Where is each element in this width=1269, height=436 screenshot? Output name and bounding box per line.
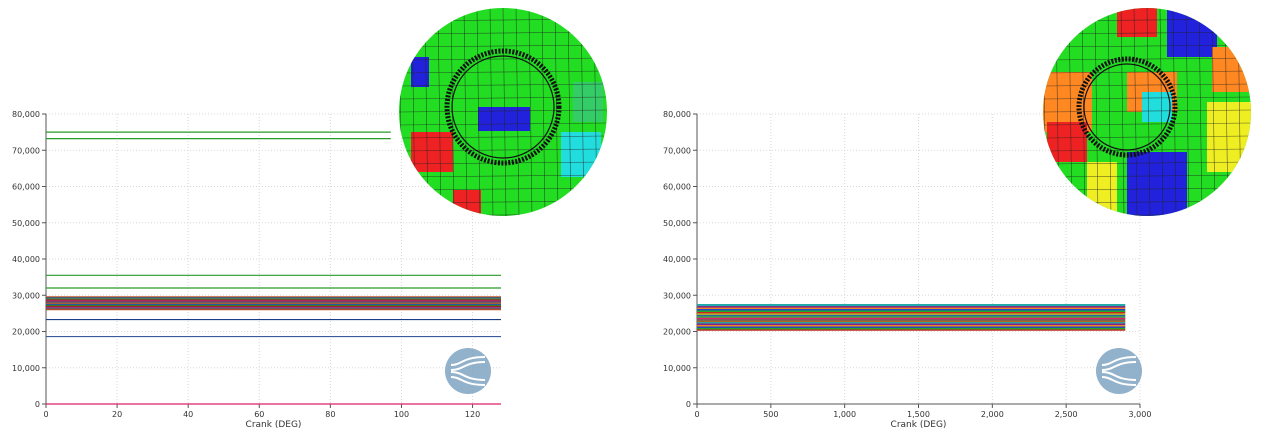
y-tick-label: 0 [35, 400, 40, 409]
x-tick-label: 60 [254, 410, 264, 419]
y-tick-label: 20,000 [663, 328, 691, 337]
x-axis-label: Crank (DEG) [246, 420, 302, 430]
y-tick-label: 50,000 [12, 219, 40, 228]
x-tick-label: 0 [43, 410, 48, 419]
line-chart-right: 0 10,000 20,000 30,000 40,000 50,000 60,000 70,… [663, 8, 1251, 430]
chart-panel-left: 0 10,000 20,000 30,000 40,000 50,000 60,000 70,… [12, 8, 607, 430]
y-tick-label: 70,000 [12, 146, 40, 155]
x-tick-label: 40 [183, 410, 193, 419]
x-tick-label: 2,500 [1055, 410, 1078, 419]
contour-heatmap-icon [399, 8, 607, 216]
y-tick-label: 10,000 [12, 364, 40, 373]
x-tick-label: 1,500 [907, 410, 930, 419]
x-tick-label: 3,000 [1129, 410, 1152, 419]
x-tick-label: 1,000 [833, 410, 856, 419]
y-tick-label: 40,000 [12, 255, 40, 264]
y-tick-label: 0 [686, 400, 691, 409]
y-tick-label: 60,000 [663, 183, 691, 192]
x-tick-label: 20 [112, 410, 122, 419]
y-tick-label: 10,000 [663, 364, 691, 373]
y-tick-label: 40,000 [663, 255, 691, 264]
x-tick-label: 100 [394, 410, 409, 419]
chart-panel-right: 0 10,000 20,000 30,000 40,000 50,000 60,000 70,… [640, 0, 1269, 436]
pipe-logo-icon [445, 348, 491, 394]
x-tick-label: 80 [325, 410, 335, 419]
x-tick-label: 2,000 [981, 410, 1004, 419]
y-tick-label: 60,000 [12, 183, 40, 192]
pipe-logo-icon [1096, 348, 1142, 394]
contour-heatmap-icon [1043, 8, 1251, 216]
y-tick-label: 80,000 [663, 110, 691, 119]
x-axis-label: Crank (DEG) [891, 420, 947, 430]
y-tick-label: 80,000 [12, 110, 40, 119]
y-tick-label: 20,000 [12, 328, 40, 337]
y-tick-label: 30,000 [12, 291, 40, 300]
y-tick-label: 30,000 [663, 291, 691, 300]
x-tick-label: 120 [465, 410, 480, 419]
y-tick-label: 50,000 [663, 219, 691, 228]
line-chart-left: 0 10,000 20,000 30,000 40,000 50,000 60,000 70,… [12, 8, 607, 430]
x-tick-label: 500 [763, 410, 778, 419]
y-tick-label: 70,000 [663, 146, 691, 155]
x-tick-label: 0 [694, 410, 699, 419]
